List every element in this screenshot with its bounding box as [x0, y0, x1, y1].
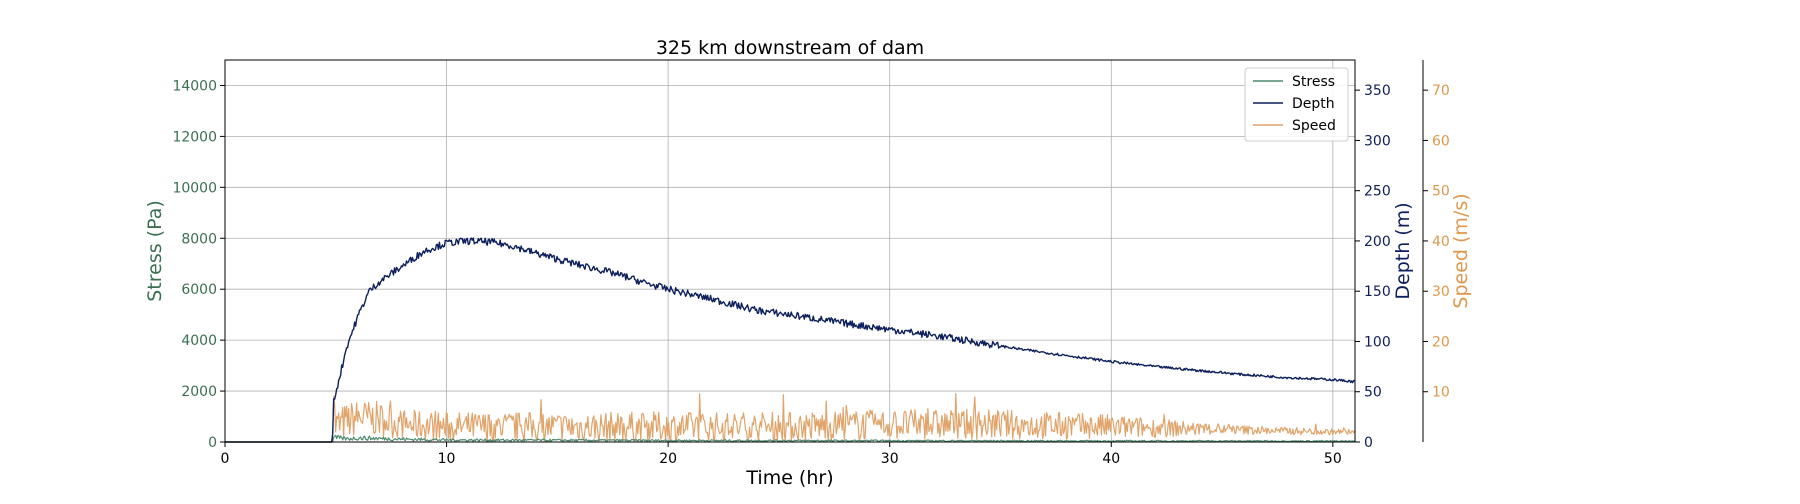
series-layer — [225, 237, 1356, 443]
depth-tick-label: 300 — [1364, 133, 1391, 149]
x-tick-label: 50 — [1324, 451, 1342, 467]
stress-tick-label: 4000 — [181, 333, 217, 349]
speed-tick-label: 30 — [1432, 284, 1450, 300]
legend-label-depth: Depth — [1292, 96, 1335, 112]
x-tick-label: 30 — [881, 451, 899, 467]
legend: Stress Depth Speed — [1244, 67, 1349, 142]
depth-tick-label: 350 — [1364, 83, 1391, 99]
plot-frame — [224, 59, 1356, 443]
stress-axis: 0 2000 4000 6000 8000 10000 12000 14000 — [172, 78, 225, 451]
speed-axis-title: Speed (m/s) — [1450, 193, 1472, 308]
x-tick-label: 40 — [1102, 451, 1120, 467]
stress-tick-label: 8000 — [181, 231, 217, 247]
depth-axis: 0 50 100 150 200 250 300 350 — [1355, 83, 1391, 451]
depth-tick-label: 250 — [1364, 184, 1391, 200]
depth-tick-label: 0 — [1364, 435, 1373, 451]
stress-tick-label: 12000 — [172, 129, 217, 145]
stress-tick-label: 10000 — [172, 180, 217, 196]
depth-tick-label: 200 — [1364, 234, 1391, 250]
depth-tick-label: 150 — [1364, 284, 1391, 300]
legend-box — [1244, 67, 1349, 142]
x-tick-label: 20 — [659, 451, 677, 467]
legend-label-speed: Speed — [1292, 118, 1336, 134]
speed-axis: 10 20 30 40 50 60 70 — [1423, 83, 1450, 401]
stress-tick-label: 6000 — [181, 282, 217, 298]
stress-axis-title: Stress (Pa) — [144, 200, 166, 302]
series-line-stress — [225, 434, 1356, 443]
speed-tick-label: 50 — [1432, 184, 1450, 200]
x-tick-label: 0 — [221, 451, 230, 467]
depth-tick-label: 50 — [1364, 385, 1382, 401]
speed-tick-label: 70 — [1432, 83, 1450, 99]
x-tick-label: 10 — [438, 451, 456, 467]
stress-tick-label: 2000 — [181, 384, 217, 400]
speed-tick-label: 60 — [1432, 133, 1450, 149]
stress-tick-label: 14000 — [172, 78, 217, 94]
speed-tick-label: 40 — [1432, 234, 1450, 250]
depth-tick-label: 100 — [1364, 334, 1391, 350]
series-line-speed — [225, 392, 1356, 443]
depth-axis-title: Depth (m) — [1392, 202, 1414, 299]
series-line-depth — [225, 237, 1355, 443]
grid — [225, 60, 1355, 442]
chart-title: 325 km downstream of dam — [656, 37, 924, 59]
x-axis: 0 10 20 30 40 50 — [221, 442, 1342, 467]
legend-label-stress: Stress — [1292, 74, 1335, 90]
x-axis-title: Time (hr) — [745, 467, 833, 489]
speed-tick-label: 10 — [1432, 385, 1450, 401]
speed-tick-label: 20 — [1432, 334, 1450, 350]
stress-tick-label: 0 — [208, 435, 217, 451]
